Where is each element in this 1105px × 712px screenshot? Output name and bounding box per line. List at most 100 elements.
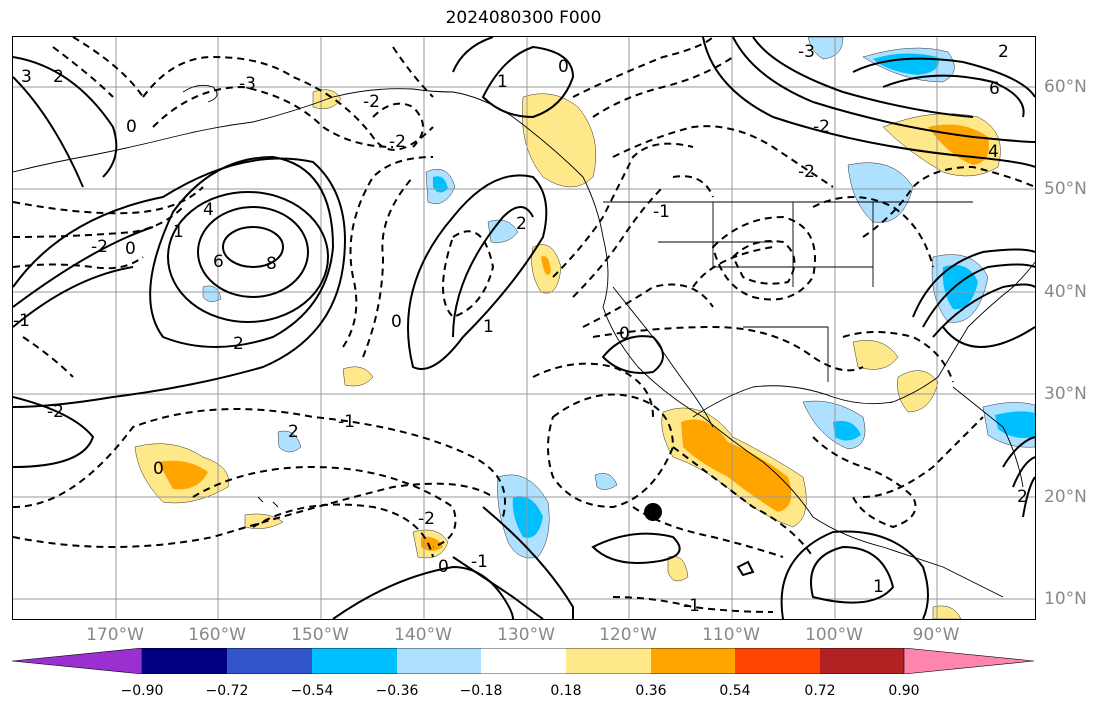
- colorbar-tick: −0.54: [290, 683, 334, 699]
- contour-label: -2: [363, 92, 380, 112]
- contour-label: 1: [173, 222, 184, 242]
- colorbar-bin: [481, 648, 566, 674]
- colorbar-bin: [735, 648, 820, 674]
- contour-label: 3: [21, 67, 32, 87]
- lat-label: 20°N: [1044, 487, 1087, 507]
- contour-label: -2: [798, 162, 815, 182]
- storm-center-marker: [644, 503, 662, 521]
- lon-label: 100°W: [805, 625, 863, 645]
- colorbar-tick: −0.36: [375, 683, 419, 699]
- contour-label: 1: [497, 72, 508, 92]
- colorbar-tick: −0.72: [205, 683, 249, 699]
- lon-label: 150°W: [291, 625, 349, 645]
- colorbar-tick: 0.36: [635, 683, 667, 699]
- solid-contours: [13, 37, 1035, 619]
- shade-lightblue: [202, 285, 222, 302]
- shade-lightblue: [277, 430, 302, 453]
- map-panel: 3 2 0 -2 -3 6 4 8 -1 1 2 -2 0 0 -1 2 -2 …: [12, 36, 1036, 620]
- shade-orange: [421, 536, 443, 551]
- contour-label: 1: [483, 317, 494, 337]
- contour-label: 8: [266, 254, 277, 274]
- contour-label: 2: [998, 42, 1009, 62]
- shade-blue: [873, 53, 939, 75]
- contour-label: 1: [873, 577, 884, 597]
- shade-orange: [158, 460, 208, 490]
- lat-label: 10°N: [1044, 589, 1087, 609]
- colorbar: [12, 648, 1034, 674]
- contour-label: 0: [619, 324, 630, 344]
- shade-orange: [541, 256, 551, 275]
- contour-label: 0: [153, 459, 164, 479]
- colorbar-bin: [566, 648, 651, 674]
- colorbar-tick: 0.54: [719, 683, 751, 699]
- colorbar-tick: 0.18: [550, 683, 582, 699]
- contour-label: 0: [391, 312, 402, 332]
- contour-label: -1: [471, 552, 488, 572]
- shade-yellow: [522, 93, 596, 188]
- contour-label: 0: [126, 117, 137, 137]
- lon-label: 140°W: [394, 625, 452, 645]
- colorbar-bin: [312, 648, 397, 674]
- contour-label: -2: [91, 237, 108, 257]
- contour-label: -2: [813, 117, 830, 137]
- lat-label: 60°N: [1044, 77, 1087, 97]
- colorbar-bin: [397, 648, 481, 674]
- contour-label: 2: [233, 334, 244, 354]
- shade-blue: [512, 496, 543, 538]
- shade-blue: [433, 176, 448, 193]
- colorbar-tick: −0.90: [120, 683, 164, 699]
- shade-blue: [833, 420, 861, 441]
- contour-label: 6: [989, 79, 1000, 99]
- map-canvas: 3 2 0 -2 -3 6 4 8 -1 1 2 -2 0 0 -1 2 -2 …: [13, 37, 1035, 619]
- lon-label: 170°W: [86, 625, 144, 645]
- contour-label: -2: [47, 402, 64, 422]
- contour-label: 2: [288, 422, 299, 442]
- contour-label: -3: [239, 74, 256, 94]
- shade-orange: [928, 124, 989, 165]
- contour-label: 0: [125, 239, 136, 259]
- map-title: 2024080300 F000: [445, 8, 602, 28]
- colorbar-extend-high: [903, 648, 1034, 674]
- lat-label: 30°N: [1044, 384, 1087, 404]
- contour-label: -3: [798, 42, 815, 62]
- lat-label: 40°N: [1044, 282, 1087, 302]
- contour-label: 6: [213, 252, 224, 272]
- lon-label: 160°W: [188, 625, 246, 645]
- lon-label: 90°W: [912, 625, 960, 645]
- contour-labels: 3 2 0 -2 -3 6 4 8 -1 1 2 -2 0 0 -1 2 -2 …: [13, 42, 1028, 616]
- colorbar-tick: −0.18: [459, 683, 503, 699]
- contour-label: -1: [653, 202, 670, 222]
- colorbar-tick: 0.72: [804, 683, 836, 699]
- shade-yellow: [667, 556, 689, 582]
- lon-label: 120°W: [599, 625, 657, 645]
- contour-label: 0: [558, 57, 569, 77]
- contour-label: 2: [1017, 487, 1028, 507]
- contour-label: 4: [988, 142, 999, 162]
- coastlines: [13, 84, 1035, 598]
- contour-label: 2: [53, 67, 64, 87]
- contour-label: 0: [438, 557, 449, 577]
- shade-orange: [681, 419, 792, 512]
- shade-yellow: [852, 340, 899, 370]
- colorbar-bin: [651, 648, 735, 674]
- contour-label: -1: [683, 596, 700, 616]
- colorbar-bin: [820, 648, 904, 674]
- shade-lightblue: [807, 37, 844, 60]
- shade-yellow: [342, 366, 374, 387]
- contour-label: 2: [516, 214, 527, 234]
- shade-yellow: [897, 370, 939, 413]
- lon-label: 110°W: [702, 625, 760, 645]
- colorbar-bin: [142, 648, 227, 674]
- shade-lightblue: [594, 473, 618, 490]
- colorbar-tick: 0.90: [888, 683, 920, 699]
- graticule: [13, 37, 1035, 619]
- colorbar-extend-low: [12, 648, 143, 674]
- colorbar-bin: [227, 648, 312, 674]
- contour-label: 4: [203, 200, 214, 220]
- lat-label: 50°N: [1044, 179, 1087, 199]
- contour-label: -1: [13, 311, 30, 331]
- contour-label: -2: [389, 132, 406, 152]
- contour-label: -2: [418, 509, 435, 529]
- lon-label: 130°W: [497, 625, 555, 645]
- shade-lightblue: [847, 162, 914, 223]
